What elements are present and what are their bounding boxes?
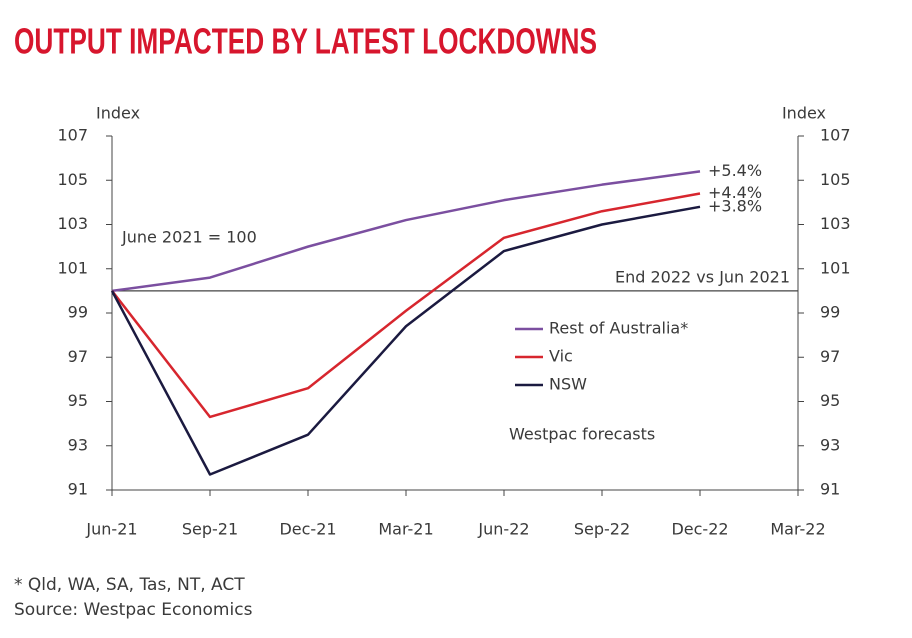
y-tick-label: 103 <box>57 214 88 233</box>
x-tick-label: Jun-21 <box>85 520 137 539</box>
y2-tick-label: 103 <box>820 214 851 233</box>
y2-tick-label: 101 <box>820 258 851 277</box>
y-axis-label: Index <box>96 104 140 123</box>
x-tick-label: Mar-21 <box>378 520 433 539</box>
legend-label: NSW <box>549 375 587 394</box>
y-tick-label: 97 <box>68 347 88 366</box>
y-tick-label: 99 <box>68 303 88 322</box>
y2-tick-label: 93 <box>820 435 840 454</box>
annotation: June 2021 = 100 <box>121 228 257 247</box>
source: Source: Westpac Economics <box>14 600 253 620</box>
y-tick-label: 93 <box>68 435 88 454</box>
legend-label: Rest of Australia* <box>549 319 688 338</box>
reference-label: End 2022 vs Jun 2021 <box>615 267 790 286</box>
y2-tick-label: 91 <box>820 480 840 499</box>
x-tick-label: Sep-22 <box>574 520 630 539</box>
x-tick-label: Sep-21 <box>182 520 238 539</box>
x-tick-label: Jun-22 <box>477 520 529 539</box>
y-tick-label: 95 <box>68 391 88 410</box>
y-tick-label: 91 <box>68 480 88 499</box>
series-line <box>110 205 701 476</box>
y2-axis-label: Index <box>782 104 826 123</box>
chart-title: OUTPUT IMPACTED BY LATEST LOCKDOWNS <box>14 21 597 62</box>
y2-tick-label: 99 <box>820 303 840 322</box>
y2-tick-label: 107 <box>820 126 851 145</box>
y-tick-label: 105 <box>57 170 88 189</box>
y2-tick-label: 97 <box>820 347 840 366</box>
footnote: * Qld, WA, SA, Tas, NT, ACT <box>14 575 245 595</box>
end-label: +4.4% <box>708 183 762 202</box>
series-line <box>111 192 701 419</box>
y2-tick-label: 105 <box>820 170 851 189</box>
annotation: Westpac forecasts <box>509 425 655 444</box>
y2-tick-label: 95 <box>820 391 840 410</box>
x-tick-label: Dec-21 <box>279 520 336 539</box>
legend-label: Vic <box>549 347 573 366</box>
y-tick-label: 107 <box>57 126 88 145</box>
x-tick-label: Dec-22 <box>671 520 728 539</box>
end-label: +3.8% <box>708 196 762 215</box>
y-tick-label: 101 <box>57 258 88 277</box>
x-tick-label: Mar-22 <box>770 520 825 539</box>
series-line <box>111 170 701 293</box>
end-label: +5.4% <box>708 161 762 180</box>
